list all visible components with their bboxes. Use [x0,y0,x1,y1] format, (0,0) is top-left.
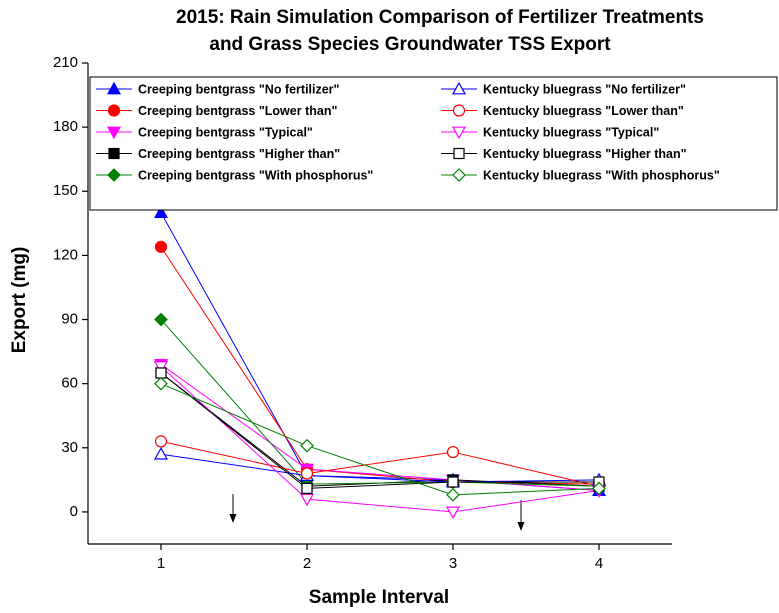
y-tick-label: 210 [53,54,78,71]
series-line [160,364,600,492]
marker [153,205,169,219]
series-line [160,366,600,513]
legend: Creeping bentgrass "No fertilizer" Creepi… [89,76,778,211]
marker [446,445,460,459]
series-line [160,440,600,487]
series-line [160,212,600,492]
legend-marker [451,126,467,140]
chart-title: and Grass Species Groundwater TSS Export [209,34,611,55]
marker [154,312,168,327]
y-tick-label: 180 [53,118,78,135]
marker [153,361,169,374]
legend-box [89,76,778,211]
y-tick-label: 0 [70,503,78,520]
legend-label: Kentucky bluegrass "Higher than" [483,147,687,161]
legend-label: Kentucky bluegrass "No fertilizer" [483,82,686,96]
legend-marker [453,147,465,160]
marker [154,240,168,253]
legend-label: Kentucky bluegrass "Lower than" [483,104,684,118]
x-tick-label: 2 [303,555,311,572]
marker [445,506,461,520]
marker [592,481,606,496]
marker [299,493,315,507]
series-line [160,319,600,487]
y-axis-label: Export (mg) [9,247,30,354]
series-line [160,372,600,487]
series-line [160,246,600,485]
x-axis-label: Sample Interval [309,587,449,608]
y-tick-label: 30 [61,439,78,456]
series-line [160,453,600,483]
marker [154,376,168,391]
marker [155,367,167,379]
x-tick-label: 3 [449,555,457,572]
chart-title: 2015: Rain Simulation Comparison of Fert… [176,7,704,28]
arrow [229,494,237,523]
y-tick-label: 150 [53,182,78,199]
marker [301,482,313,495]
marker [154,435,168,448]
legend-label: Creeping bentgrass "Lower than" [138,104,337,118]
series-line [160,372,599,489]
legend-label: Kentucky bluegrass "Typical" [483,125,659,139]
legend-marker [451,81,467,95]
legend-marker [107,168,121,182]
series-line [160,383,600,496]
marker [446,487,460,502]
x-tick-label: 4 [595,555,603,572]
y-tick-label: 90 [61,311,78,328]
y-tick-label: 60 [61,375,78,392]
legend-label: Creeping bentgrass "Higher than" [138,147,340,161]
legend-marker [107,104,121,117]
legend-label: Creeping bentgrass "With phosphorus" [138,168,373,182]
marker [300,467,314,480]
y-tick-label: 120 [53,246,78,263]
legend-marker [106,126,122,140]
legend-marker [452,104,466,117]
legend-label: Creeping bentgrass "No fertilizer" [138,82,340,96]
legend-marker [452,168,466,182]
marker [447,476,459,488]
x-tick-label: 1 [157,555,165,572]
marker [300,438,314,453]
legend-marker [108,147,120,160]
arrow [517,500,525,531]
legend-label: Creeping bentgrass "Typical" [138,125,313,139]
marker [153,446,169,460]
legend-label: Kentucky bluegrass "With phosphorus" [483,168,720,182]
legend-marker [106,81,122,95]
